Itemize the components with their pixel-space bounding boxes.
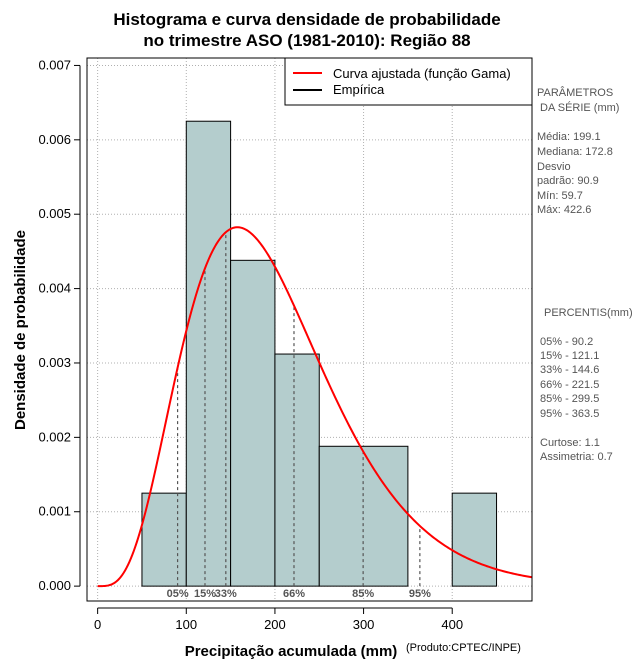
percentile-label: 15% (194, 588, 216, 600)
param-stddev-label: Desvio (537, 161, 571, 173)
chart-title-line-1: Histograma e curva densidade de probabil… (113, 10, 500, 29)
param-stddev-value: padrão: 90.9 (537, 175, 599, 187)
percentil-05: 05% - 90.2 (540, 336, 593, 348)
y-tick-label: 0.005 (38, 206, 71, 221)
percentile-layer: 05% 15%33% 66% 85% 95% (167, 232, 431, 600)
percentil-66: 66% - 221.5 (540, 379, 599, 391)
y-tick-label: 0.004 (38, 281, 71, 296)
credit-label: (Produto:CPTEC/INPE) (406, 642, 521, 654)
stat-kurtosis: Curtose: 1.1 (540, 437, 600, 449)
param-mean: Média: 199.1 (537, 131, 601, 143)
percentil-15: 15% - 121.1 (540, 350, 599, 362)
histogram-bar (141, 492, 187, 587)
x-tick-label: 200 (264, 617, 286, 632)
percentile-label: 33% (215, 588, 237, 600)
side-panel: PARÂMETROS DA SÉRIE (mm) Média: 199.1 Me… (537, 86, 633, 463)
param-max: Máx: 422.6 (537, 204, 591, 216)
x-axis-label: Precipitação acumulada (mm) (185, 643, 398, 660)
bars-layer (141, 120, 498, 587)
legend-label-empirical: Empírica (333, 82, 385, 97)
curve-layer (97, 226, 533, 588)
fitted-gamma-curve (97, 226, 533, 588)
percentis-title: PERCENTIS(mm) (544, 307, 633, 319)
legend-label-fitted: Curva ajustada (função Gama) (333, 66, 511, 81)
x-tick-label: 100 (175, 617, 197, 632)
y-tick-label: 0.002 (38, 429, 71, 444)
legend: Curva ajustada (função Gama) Empírica (284, 57, 533, 106)
percentile-label: 05% (167, 588, 189, 600)
histogram-bar (451, 492, 498, 587)
percentile-label: 85% (352, 588, 374, 600)
histogram-bar (185, 120, 232, 587)
percentil-33: 33% - 144.6 (540, 364, 599, 376)
y-tick-label: 0.007 (38, 57, 71, 72)
percentil-95: 95% - 363.5 (540, 408, 599, 420)
x-tick-label: 400 (441, 617, 463, 632)
param-median: Mediana: 172.8 (537, 146, 613, 158)
param-min: Mín: 59.7 (537, 190, 583, 202)
percentile-label: 66% (283, 588, 305, 600)
x-tick-label: 300 (353, 617, 375, 632)
params-title-line-2: DA SÉRIE (mm) (540, 101, 619, 114)
y-tick-label: 0.001 (38, 504, 71, 519)
y-axis-label: Densidade de probabilidade (12, 230, 29, 430)
percentile-label: 95% (409, 588, 431, 600)
y-tick-label: 0.000 (38, 578, 71, 593)
legend-box (284, 57, 533, 106)
histogram-bar (274, 353, 320, 587)
histogram-bar (230, 259, 276, 587)
x-tick-label: 0 (94, 617, 101, 632)
y-tick-label: 0.006 (38, 132, 71, 147)
stat-skewness: Assimetria: 0.7 (540, 451, 613, 463)
chart-title-line-2: no trimestre ASO (1981-2010): Região 88 (143, 31, 470, 50)
params-title-line-1: PARÂMETROS (537, 86, 613, 99)
y-tick-label: 0.003 (38, 355, 71, 370)
axes-layer: 0 100 200 300 400 0.000 0.001 0.002 0.003 0.004 0.… (38, 57, 463, 632)
percentil-85: 85% - 299.5 (540, 393, 599, 405)
